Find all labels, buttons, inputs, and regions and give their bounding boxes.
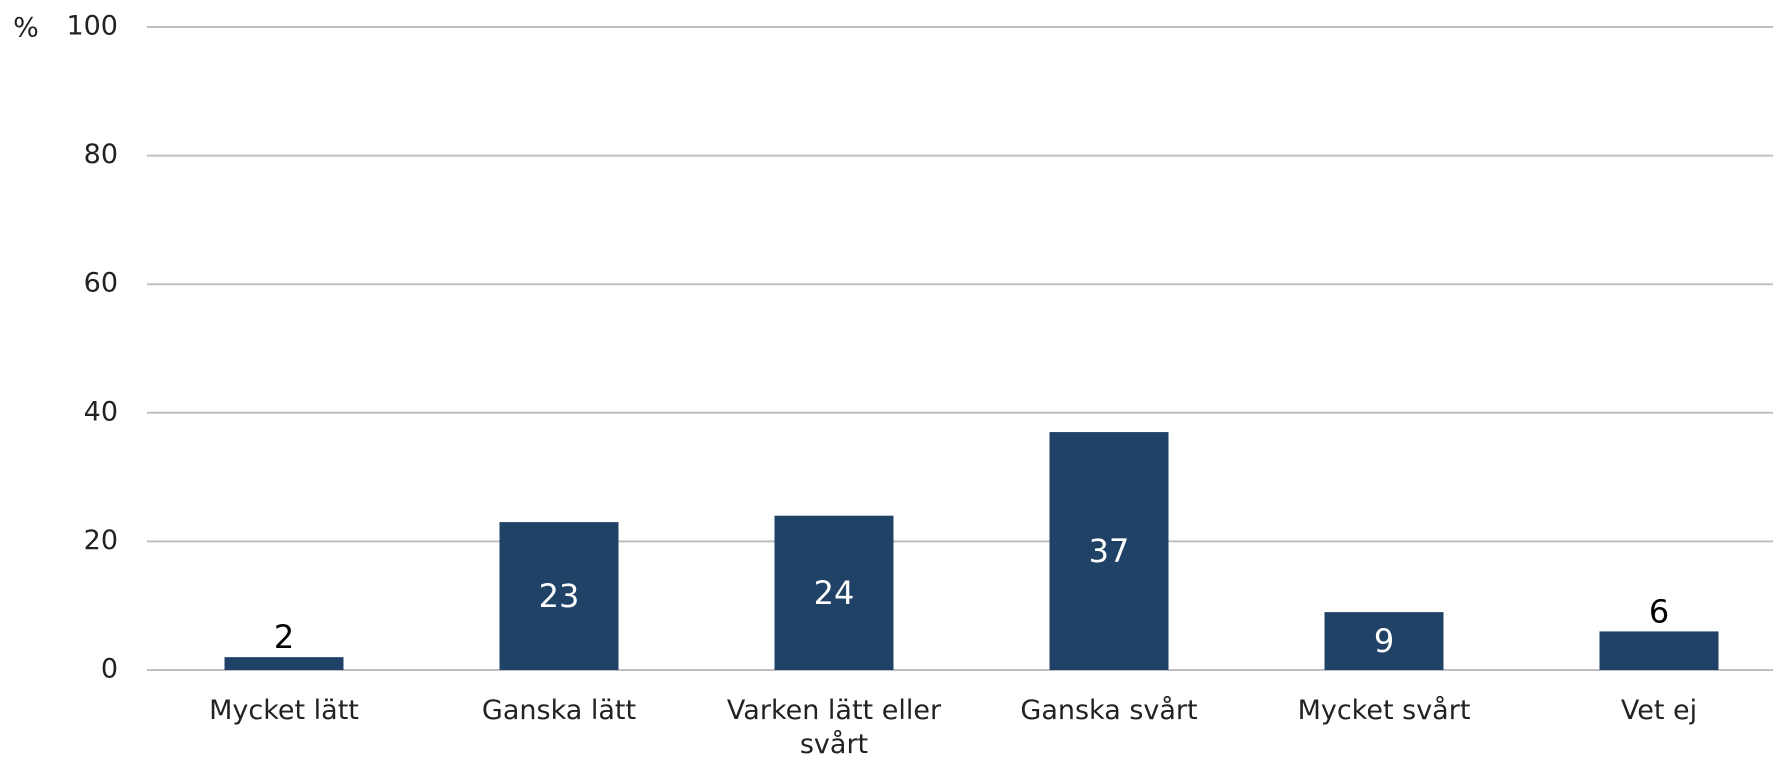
bar <box>1599 631 1719 670</box>
data-label: 2 <box>274 618 294 656</box>
data-label: 9 <box>1374 622 1394 660</box>
bar <box>224 657 344 670</box>
x-tick-label: Ganska lätt <box>481 695 637 726</box>
x-tick-label: Mycket lätt <box>209 695 359 726</box>
y-tick-label: 40 <box>84 396 118 427</box>
data-label: 23 <box>539 577 580 615</box>
y-tick-label: 20 <box>84 525 118 556</box>
y-tick-label: 80 <box>84 139 118 170</box>
y-unit: % <box>13 13 39 44</box>
data-label: 24 <box>814 574 855 612</box>
bar <box>499 522 619 670</box>
y-tick-label: 0 <box>101 654 118 685</box>
bar <box>1049 432 1169 670</box>
y-tick-label: 60 <box>84 268 118 299</box>
x-tick-label: Varken lätt eller svårt <box>726 695 942 760</box>
data-label: 37 <box>1089 532 1130 570</box>
bar <box>774 515 894 670</box>
y-tick-label: 100 <box>66 11 118 42</box>
x-tick-label: Mycket svårt <box>1297 695 1471 726</box>
x-tick-label: Ganska svårt <box>1020 695 1198 726</box>
data-label: 6 <box>1649 592 1669 630</box>
x-tick-label: Vet ej <box>1620 695 1698 726</box>
bar <box>1324 612 1444 670</box>
